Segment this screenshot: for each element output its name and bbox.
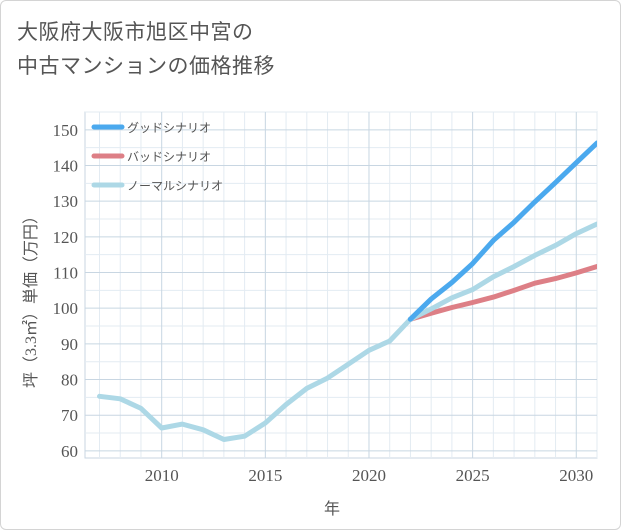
x-tick-label: 2030: [559, 466, 593, 485]
y-tick-label: 110: [53, 264, 78, 283]
x-tick-label: 2020: [352, 466, 386, 485]
y-tick-label: 90: [61, 335, 78, 354]
x-tick-label: 2025: [456, 466, 490, 485]
series-line-bad: [407, 264, 597, 322]
x-axis-label: 年: [324, 500, 340, 518]
y-tick-label: 120: [53, 228, 79, 247]
series-line-history: [97, 316, 413, 442]
y-axis-label: 坪（3.3㎡）単価（万円）: [22, 208, 40, 388]
legend-normal-label: ノーマルシナリオ: [127, 179, 223, 193]
series-line-normal: [407, 221, 597, 322]
x-tick-labels: 2010 2015 2020 2025 2030: [145, 466, 594, 485]
x-tick-label: 2010: [145, 466, 179, 485]
y-tick-label: 60: [61, 442, 78, 461]
chart-title: 大阪府大阪市旭区中宮の 中古マンションの価格推移: [17, 15, 275, 83]
series-lines: [97, 140, 597, 442]
x-tick-label: 2015: [248, 466, 282, 485]
grid: [84, 111, 598, 459]
y-tick-label: 80: [61, 371, 78, 390]
chart-title-line-1: 大阪府大阪市旭区中宮の: [17, 20, 254, 44]
y-tick-label: 70: [61, 406, 78, 425]
y-tick-label: 100: [53, 299, 79, 318]
y-tick-labels: 60 70 80 90 100 110 120 130 140 150: [53, 121, 79, 461]
chart-title-line-2: 中古マンションの価格推移: [17, 54, 275, 78]
legend-good-label: グッドシナリオ: [127, 121, 211, 135]
series-line-good: [407, 140, 597, 322]
y-tick-label: 140: [53, 157, 79, 176]
legend-bad-label: バッドシナリオ: [127, 150, 211, 164]
y-tick-label: 130: [53, 192, 79, 211]
y-tick-label: 150: [53, 121, 79, 140]
